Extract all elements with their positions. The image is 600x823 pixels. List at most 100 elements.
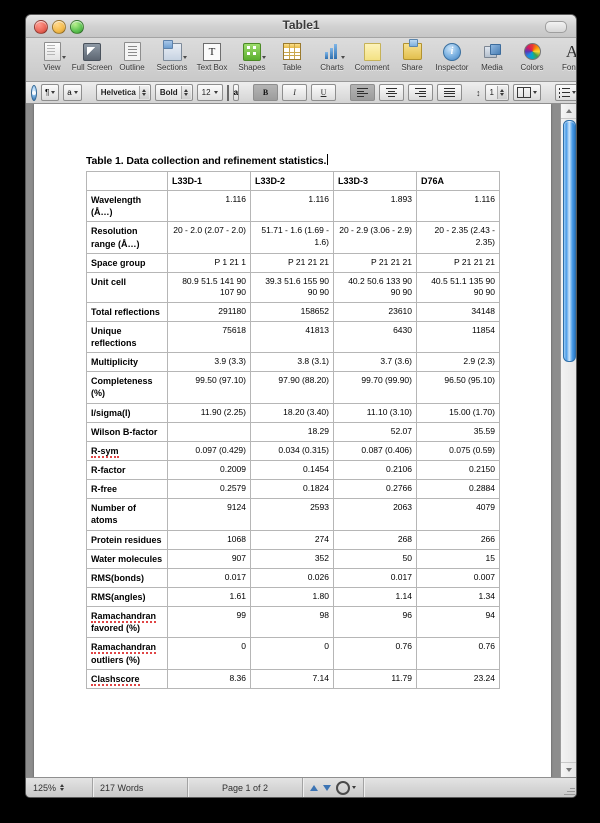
toolbar-button-share[interactable]: Share: [392, 39, 432, 72]
toolbar-button-view[interactable]: View: [32, 41, 72, 72]
table-cell: 3.8 (3.1): [250, 352, 334, 373]
scroll-up-button[interactable]: [561, 104, 576, 119]
title-bar: Table1: [26, 15, 576, 38]
scrollbar-thumb[interactable]: [563, 120, 576, 362]
table-row: Resolution range (Å…) 20 - 2.0 (2.07 - 2.…: [86, 221, 500, 254]
character-style-label: a: [67, 88, 72, 97]
toolbar-button-inspector[interactable]: i Inspector: [432, 41, 472, 72]
table-cell: P 1 21 1: [167, 252, 251, 273]
table-cell: 15: [416, 548, 500, 569]
chevron-down-icon: [532, 91, 537, 94]
scroll-down-button[interactable]: [561, 762, 576, 777]
table-row-label: Resolution range (Å…): [86, 221, 168, 254]
table-row-label: Ramachandran favored (%): [86, 606, 168, 639]
text-background-label: a: [233, 88, 239, 97]
toolbar-button-fonts[interactable]: A Fonts: [552, 41, 576, 72]
character-style-popup[interactable]: a: [63, 84, 82, 101]
toolbar-button-table[interactable]: Table: [272, 41, 312, 72]
columns-icon: [516, 87, 531, 98]
table-row-label: Clashscore: [86, 668, 168, 689]
table-row-label: Number of atoms: [86, 498, 168, 531]
toolbar-button-charts[interactable]: Charts: [312, 41, 352, 72]
comment-icon: [363, 41, 381, 62]
resize-grip[interactable]: [563, 784, 575, 796]
font-size-select[interactable]: 12: [196, 84, 223, 101]
shapes-icon: [243, 41, 266, 62]
vertical-scrollbar[interactable]: [560, 104, 576, 777]
toolbar-button-comment[interactable]: Comment: [352, 41, 392, 72]
page-nav-controls[interactable]: [303, 778, 363, 797]
document-canvas[interactable]: Table 1. Data collection and refinement …: [26, 104, 560, 777]
columns-button[interactable]: [512, 84, 541, 101]
underline-button[interactable]: U: [311, 84, 337, 101]
font-typeface-select[interactable]: Bold: [154, 84, 193, 101]
chevron-down-icon: [571, 91, 576, 94]
table-cell: 266: [416, 529, 500, 550]
status-settings-button[interactable]: [336, 780, 356, 795]
align-left-button[interactable]: [350, 84, 376, 101]
toolbar-label-sections: Sections: [156, 63, 188, 72]
toolbar-label-full-screen: Full Screen: [71, 63, 113, 72]
font-family-select[interactable]: Helvetica: [95, 84, 151, 101]
table-row-label: Ramachandran outliers (%): [86, 637, 168, 670]
paragraph-style-popup[interactable]: ¶: [41, 84, 60, 101]
table-cell: 0.76: [333, 637, 417, 670]
table-cell: 34148: [416, 301, 500, 322]
table-header-cell: L33D-2: [250, 170, 334, 192]
table-cell: 1.61: [167, 587, 251, 608]
toolbar-button-media[interactable]: Media: [472, 41, 512, 72]
table-cell: 18.29: [250, 421, 334, 442]
table-header-cell: L33D-3: [333, 170, 417, 192]
toolbar-button-text-box[interactable]: T Text Box: [192, 41, 232, 72]
minimize-button[interactable]: [52, 20, 66, 34]
table-cell: 268: [333, 529, 417, 550]
page-up-icon[interactable]: [310, 784, 318, 791]
toolbar-button-sections[interactable]: Sections: [152, 39, 192, 72]
table-row: R-free 0.2579 0.1824 0.2766 0.2884: [86, 479, 500, 500]
inspector-icon: i: [443, 41, 461, 62]
page-down-icon[interactable]: [323, 784, 331, 791]
table-row: Number of atoms 9124 2593 2063 4079: [86, 498, 500, 531]
toolbar-button-shapes[interactable]: Shapes: [232, 41, 272, 72]
list-style-button[interactable]: [554, 84, 576, 101]
bold-button[interactable]: B: [253, 84, 279, 101]
table-cell: 1.116: [416, 190, 500, 223]
line-spacing-stepper[interactable]: 1: [484, 84, 509, 101]
table-cell: 80.9 51.5 141 90 107 90: [167, 271, 251, 303]
toolbar-button-full-screen[interactable]: Full Screen: [72, 41, 112, 72]
zoom-button[interactable]: [70, 20, 84, 34]
table-row: Multiplicity 3.9 (3.3) 3.8 (3.1) 3.7 (3.6) 2…: [86, 352, 500, 373]
italic-button[interactable]: I: [282, 84, 308, 101]
toolbar-button-colors[interactable]: Colors: [512, 41, 552, 72]
table-cell: 0.097 (0.429): [167, 440, 251, 462]
statistics-table[interactable]: L33D-1 L33D-2 L33D-3 D76A Wavelength (Å……: [86, 170, 500, 689]
text-background-color-button[interactable]: a: [232, 84, 240, 101]
misspelled-word: R-sym: [91, 445, 119, 458]
table-cell: 3.9 (3.3): [167, 352, 251, 373]
table-row: Ramachandran favored (%) 99 98 96 94: [86, 606, 500, 639]
toolbar-toggle-button[interactable]: [545, 21, 567, 33]
table-cell: 9124: [167, 498, 251, 531]
list-icon: [558, 88, 570, 98]
style-drawer-icon[interactable]: [31, 84, 37, 101]
text-color-swatch[interactable]: [226, 84, 229, 101]
table-cell: 6430: [333, 320, 417, 354]
table-cell: [167, 421, 251, 442]
table-cell: 4079: [416, 498, 500, 531]
table-cell: 0.026: [250, 567, 334, 589]
align-right-icon: [415, 88, 427, 97]
close-button[interactable]: [34, 20, 48, 34]
align-justify-button[interactable]: [437, 84, 463, 101]
zoom-control[interactable]: 125%: [26, 778, 92, 797]
toolbar-label-charts: Charts: [320, 63, 344, 72]
toolbar-label-media: Media: [481, 63, 503, 72]
text-box-icon: T: [203, 41, 221, 62]
table-cell: 40.5 51.1 135 90 90 90: [416, 271, 500, 303]
toolbar-button-outline[interactable]: Outline: [112, 41, 152, 72]
chevron-down-icon: [213, 91, 218, 94]
align-center-button[interactable]: [379, 84, 405, 101]
table-row: I/sigma(I) 11.90 (2.25) 18.20 (3.40) 11.10 …: [86, 402, 500, 423]
align-right-button[interactable]: [408, 84, 434, 101]
table-icon: [283, 41, 301, 62]
stepper-arrows-icon: [60, 784, 65, 791]
